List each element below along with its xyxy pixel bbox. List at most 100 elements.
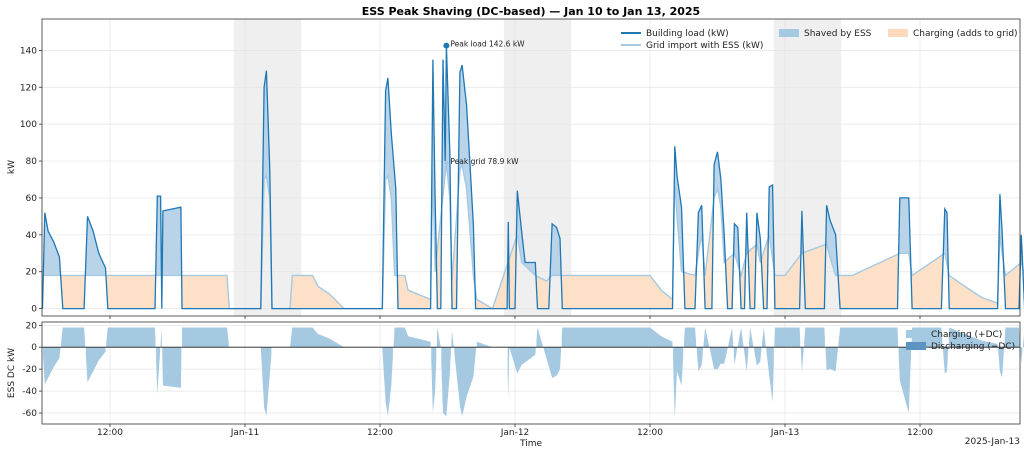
bottom-y-tick-label: -20 bbox=[22, 365, 37, 375]
ess-discharging-area bbox=[825, 347, 838, 372]
ess-charging-area bbox=[451, 330, 454, 348]
top-y-tick-label: 40 bbox=[26, 231, 38, 241]
ess-discharging-area bbox=[162, 347, 182, 388]
bottom-y-tick-label: 0 bbox=[31, 343, 37, 353]
ess-discharging-area bbox=[156, 347, 161, 395]
charging-area bbox=[725, 254, 734, 309]
top-y-tick-label: 0 bbox=[31, 305, 37, 315]
shaved-area bbox=[516, 190, 536, 276]
ess-discharging-area bbox=[85, 347, 106, 383]
peak-grid-annotation: Peak grid 78.9 kW bbox=[450, 157, 519, 166]
ess-charging-area bbox=[683, 327, 697, 348]
ess-discharging-area bbox=[454, 347, 477, 417]
shaved-area bbox=[673, 146, 684, 273]
chart-title: ESS Peak Shaving (DC-based) — Jan 10 to … bbox=[362, 5, 700, 18]
top-y-tick-label: 100 bbox=[20, 120, 37, 130]
ess-discharging-area bbox=[943, 347, 949, 374]
top-axes-frame bbox=[41, 18, 1021, 317]
ess-charging-area bbox=[536, 327, 544, 348]
charging-area bbox=[803, 244, 826, 309]
legend-patch-swatch bbox=[779, 29, 799, 37]
legend-label: Charging (adds to grid) bbox=[913, 29, 1018, 39]
shaved-area bbox=[713, 151, 726, 263]
bottom-x-tick-label: 12:00 bbox=[97, 428, 123, 438]
ess-charging-area bbox=[761, 327, 766, 348]
shaved-area bbox=[756, 212, 761, 263]
charging-area bbox=[436, 211, 442, 309]
bottom-y-tick-label: -40 bbox=[22, 387, 37, 397]
ess-discharging-area bbox=[507, 347, 536, 399]
top-legend: Building load (kW) Grid import with ESS (… bbox=[621, 29, 1018, 51]
bottom-x-tick-label: 12:00 bbox=[637, 428, 663, 438]
top-y-tick-label: 80 bbox=[26, 157, 38, 167]
ess-charging-area bbox=[393, 327, 431, 348]
charging-area bbox=[397, 275, 431, 309]
shaved-area bbox=[898, 197, 911, 265]
charging-area bbox=[536, 276, 550, 309]
top-y-axis-label: kW bbox=[7, 160, 17, 174]
ess-charging-area bbox=[1004, 327, 1021, 348]
ess-charging-area bbox=[948, 327, 998, 348]
shaved-area bbox=[43, 212, 61, 276]
ess-discharging-area bbox=[696, 347, 703, 372]
building-load-line bbox=[41, 45, 1024, 310]
bottom-y-tick-label: -60 bbox=[22, 409, 37, 419]
top-y-tick-label: 140 bbox=[20, 46, 37, 56]
bottom-x-tick-label: Jan-11 bbox=[230, 428, 260, 438]
bottom-y-tick-label: 20 bbox=[26, 321, 38, 331]
shaved-area bbox=[441, 45, 451, 240]
ess-charging-area bbox=[774, 327, 801, 348]
legend-patch-swatch bbox=[906, 342, 926, 350]
ess-charging-area bbox=[182, 327, 229, 348]
charging-area bbox=[61, 275, 86, 309]
charging-area bbox=[182, 275, 229, 309]
top-y-tick-label: 20 bbox=[26, 268, 38, 278]
ess-discharging-area bbox=[733, 347, 738, 365]
peak-load-marker bbox=[443, 42, 450, 49]
ess-discharging-area bbox=[431, 347, 437, 413]
charging-area bbox=[948, 272, 998, 309]
peak-grid-marker bbox=[444, 160, 449, 166]
ess-charging-area bbox=[804, 327, 825, 348]
top-y-tick-label: 120 bbox=[20, 83, 37, 93]
bottom-y-axis-label: ESS DC kW bbox=[7, 348, 17, 398]
ess-charging-area bbox=[160, 327, 162, 348]
shaved-area bbox=[550, 223, 562, 278]
bottom-x-tick-label: 12:00 bbox=[367, 428, 393, 438]
legend-label: Charging (+DC) bbox=[931, 330, 1002, 340]
shaved-area bbox=[85, 216, 106, 276]
ess-discharging-area bbox=[673, 347, 684, 419]
ess-discharging-area bbox=[709, 347, 728, 370]
legend-patch-swatch bbox=[906, 330, 926, 338]
charging-area bbox=[838, 254, 899, 309]
ess-discharging-area bbox=[382, 347, 393, 417]
charging-area bbox=[1003, 263, 1021, 309]
legend-label: Building load (kW) bbox=[646, 29, 729, 39]
ess-charging-area bbox=[61, 327, 86, 348]
legend-label: Discharging (−DC) bbox=[931, 342, 1015, 352]
ess-discharging-area bbox=[800, 347, 804, 373]
bottom-x-tick-label: Jan-13 bbox=[770, 428, 800, 438]
charging-area bbox=[683, 268, 697, 309]
ess-discharging-area bbox=[43, 347, 61, 385]
ess-discharging-area bbox=[260, 347, 272, 417]
ess-discharging-area bbox=[743, 347, 749, 372]
bottom-x-tick-label: 12:00 bbox=[907, 428, 933, 438]
shaved-area bbox=[162, 207, 182, 276]
ess-discharging-area bbox=[1020, 347, 1023, 364]
bottom-x-axis-label: Time bbox=[519, 439, 542, 449]
ess-discharging-area bbox=[543, 347, 562, 378]
ess-charging-area bbox=[749, 327, 754, 348]
top-y-tick-label: 60 bbox=[26, 194, 38, 204]
charging-area bbox=[106, 275, 156, 309]
legend-patch-swatch bbox=[888, 29, 908, 37]
ess-discharging-area bbox=[441, 347, 451, 417]
ess-charging-area bbox=[476, 341, 493, 348]
charging-area bbox=[561, 275, 673, 309]
ess-discharging-area bbox=[766, 347, 774, 403]
date-offset-label: 2025-Jan-13 bbox=[965, 437, 1020, 447]
ess-charging-area bbox=[737, 327, 744, 348]
grid-import-line bbox=[42, 162, 1024, 310]
charging-area bbox=[911, 254, 944, 309]
